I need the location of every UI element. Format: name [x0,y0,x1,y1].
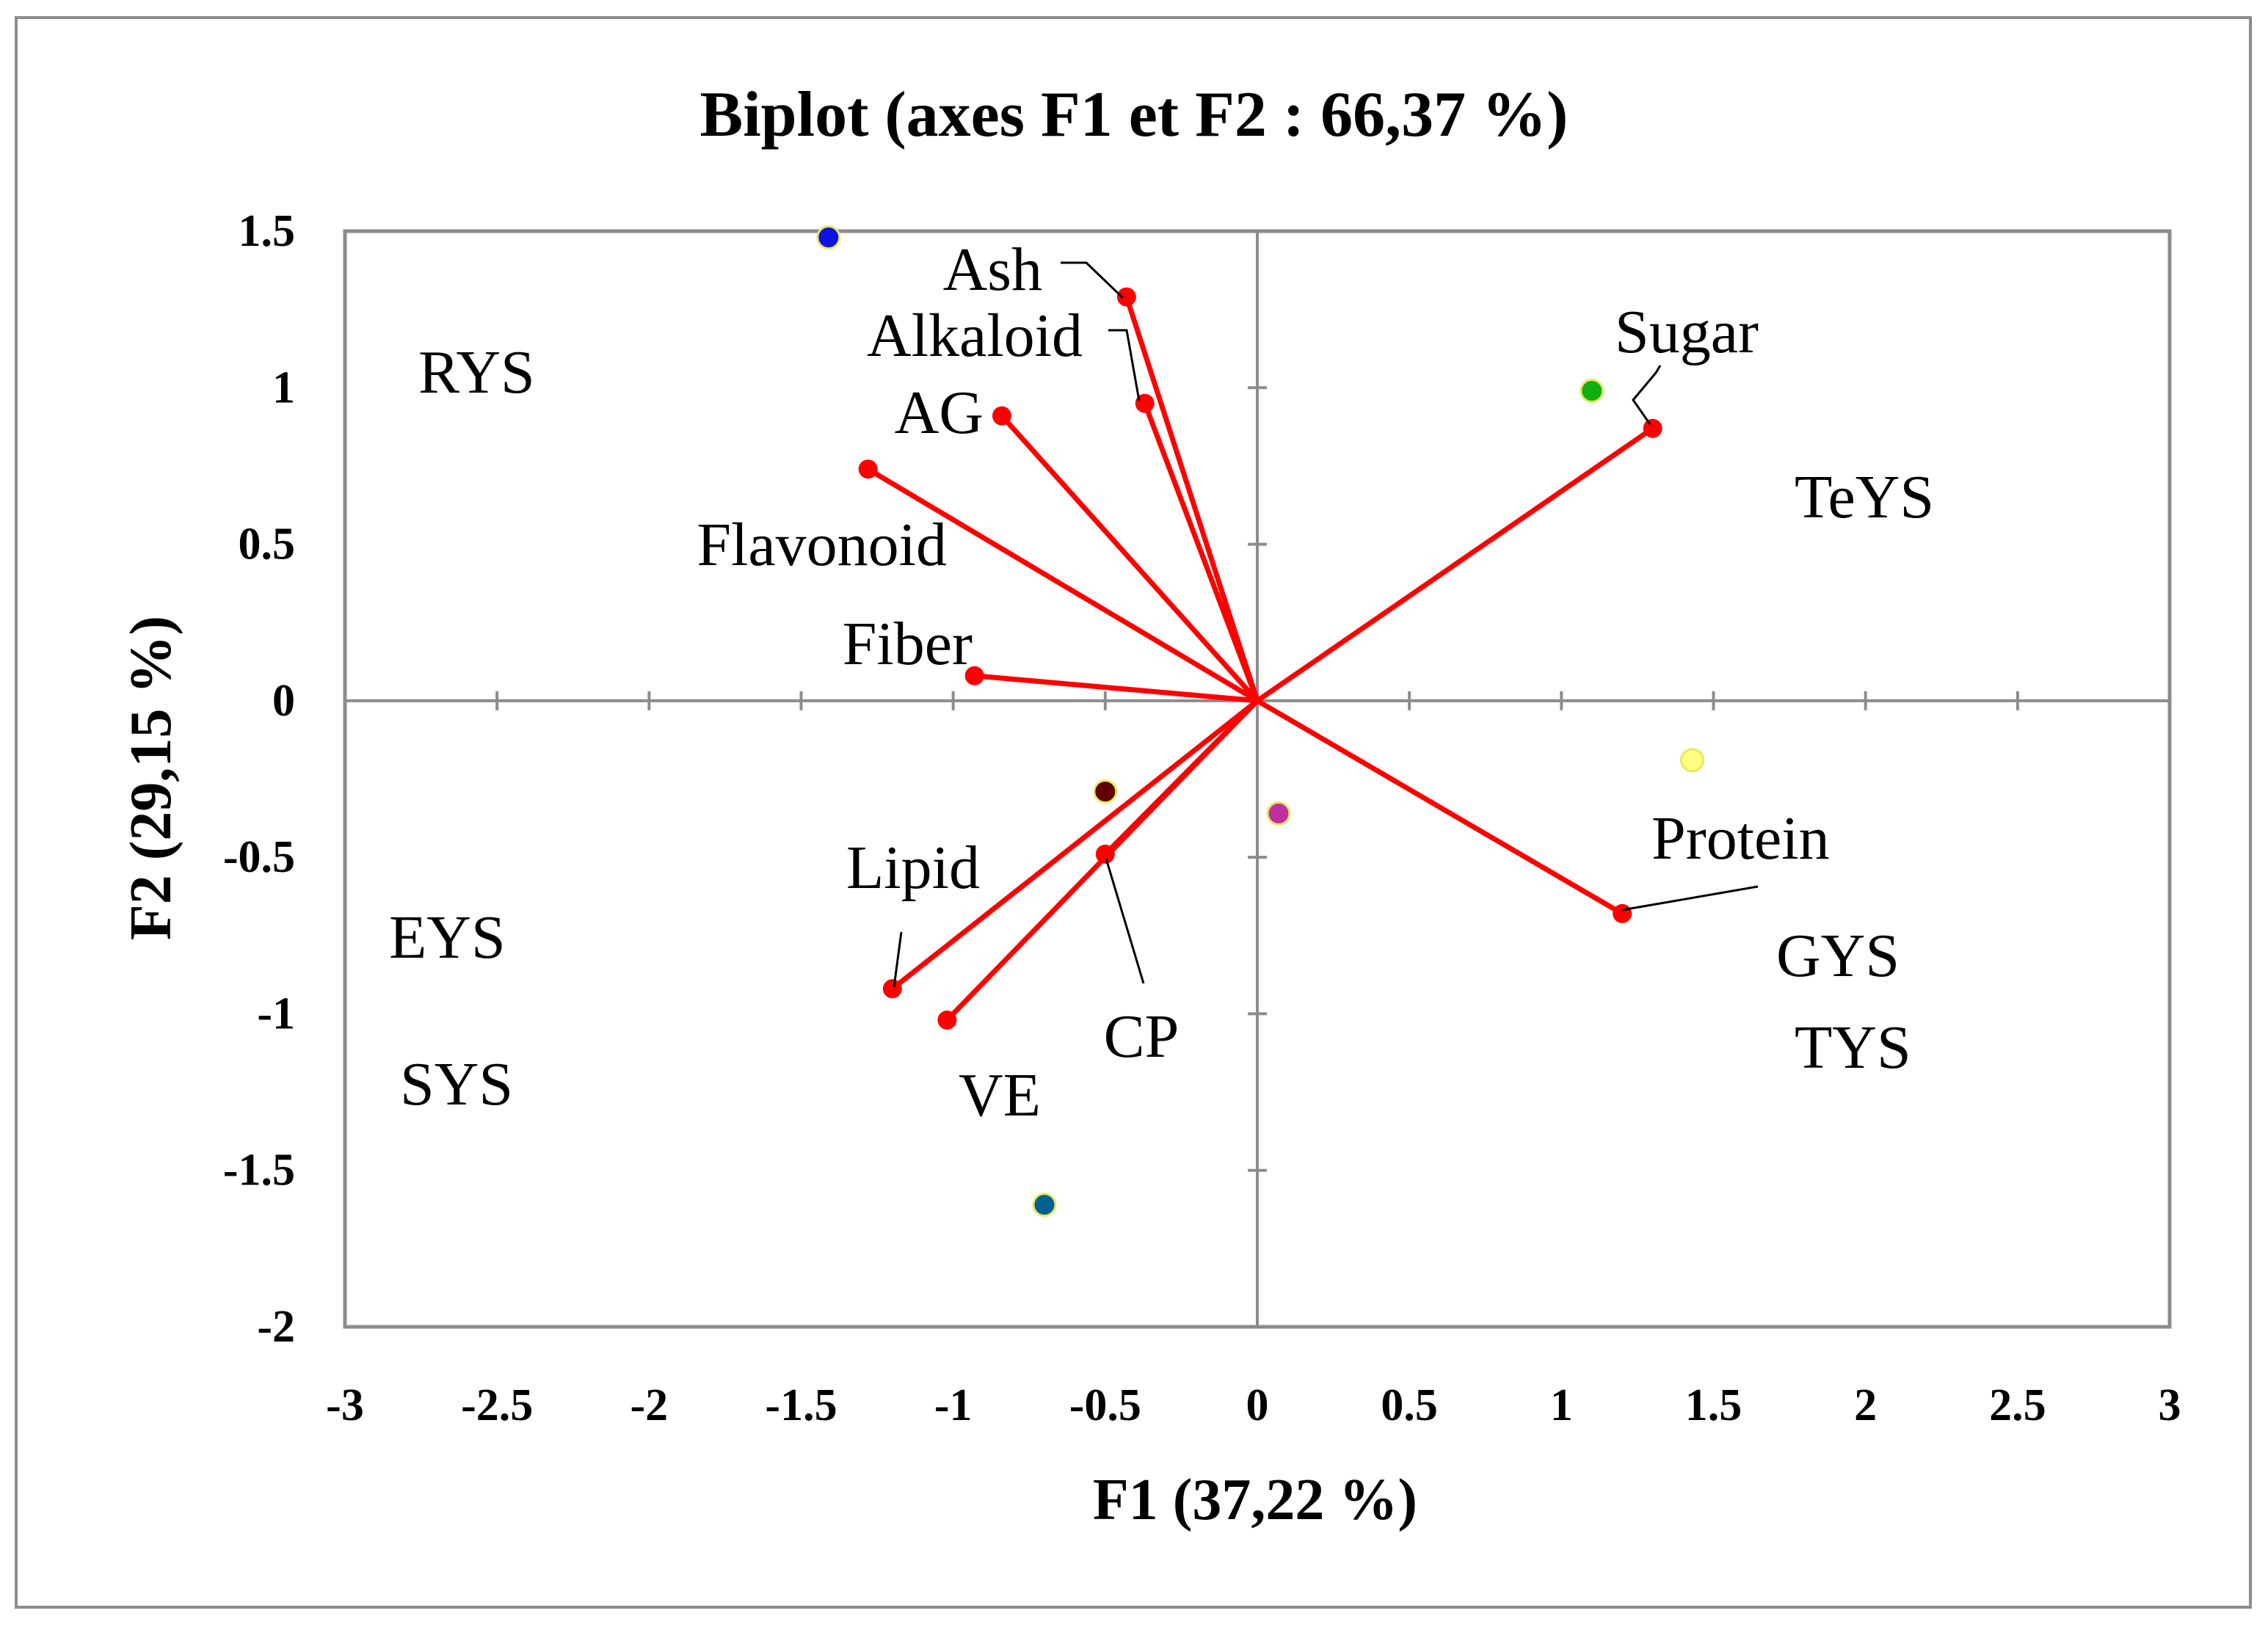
variable-vector [1142,401,1260,704]
x-tick-label: -2.5 [461,1380,533,1430]
variable-point [1095,844,1115,864]
observation-point [1679,748,1704,773]
variable-point [1135,393,1155,413]
y-tick-label: -0.5 [223,832,295,882]
x-tick-label: 0.5 [1381,1380,1438,1430]
y-tick-label: 1 [272,363,295,412]
variable-vector [972,673,1260,704]
variable-point [1613,903,1632,923]
variable-label: Flavonoid [697,511,947,579]
observation-point [1266,801,1291,826]
chart-title: Biplot (axes F1 et F2 : 66,37 %) [700,79,1569,150]
variable-label: Lipid [846,834,980,902]
variable-point [937,1010,957,1030]
x-tick-label: 1.5 [1685,1380,1742,1430]
variable-label: Alkaloid [867,302,1083,370]
variable-point [858,459,878,479]
variable-vector [1102,698,1260,857]
y-tick-label: 1.5 [239,206,296,256]
x-tick-label: 3 [2159,1380,2181,1430]
label-leader-line [1621,885,1759,911]
vectors-layer [858,287,1662,1030]
axes-layer: -3 -2.5 -2 -1.5 -1 -0.5 0 0.5 1 1.5 2 2.5 3 1.5 1 0.5 0 -… [223,206,2181,1430]
label-leader-line [893,931,903,988]
variable-label: Sugar [1615,298,1759,366]
x-tick-label: -1.5 [765,1380,837,1430]
x-tick-label: -3 [326,1380,364,1430]
variable-point [882,979,902,999]
x-tick-label: 0 [1246,1380,1269,1430]
outer-border [15,16,2252,1609]
x-tick-label: 1 [1550,1380,1573,1430]
sample-label: GYS [1776,922,1900,990]
sample-label: EYS [389,903,506,972]
y-axis-title: F2 (29,15 %) [119,616,183,940]
variable-vector [865,466,1260,704]
variable-point [1116,287,1136,307]
variable-point [992,406,1011,426]
y-tick-label: -1.5 [223,1146,295,1195]
x-tick-label: -1 [934,1380,973,1430]
x-tick-label: 2.5 [1989,1380,2046,1430]
variable-vector [1254,426,1656,704]
variable-vector [890,698,1260,991]
variable-label: VE [959,1061,1041,1129]
observation-point [816,225,841,250]
variable-vector [999,413,1260,704]
observation-point [1032,1193,1057,1217]
label-leader-line [1108,329,1141,401]
observation-point [1580,379,1604,404]
variable-label: Ash [943,236,1042,304]
y-tick-label: 0.5 [239,520,296,569]
sample-label: RYS [418,338,535,407]
sample-label: TYS [1795,1013,1911,1082]
label-leader-line [1061,261,1124,299]
observations-layer [816,225,1704,1217]
variable-vector [1124,294,1260,704]
y-tick-label: 0 [272,676,295,726]
sample-label: SYS [400,1050,513,1118]
x-tick-label: -0.5 [1069,1380,1141,1430]
observation-point [1093,779,1118,804]
variable-point [964,666,984,685]
variable-vector [1254,698,1625,917]
y-tick-label: -2 [257,1302,295,1352]
variable-point [1643,418,1662,438]
y-tick-label: -1 [257,989,295,1038]
variable-label: Fiber [843,610,973,678]
label-leader-line [1105,858,1145,984]
variable-label: Protein [1651,804,1830,873]
sample-label: TeYS [1795,463,1934,531]
variable-label: AG [895,379,984,447]
x-tick-label: 2 [1854,1380,1877,1430]
x-tick-label: -2 [630,1380,669,1430]
label-leader-line [1632,365,1662,425]
x-axis-title: F1 (37,22 %) [1093,1468,1417,1532]
variable-label: CP [1104,1002,1180,1071]
